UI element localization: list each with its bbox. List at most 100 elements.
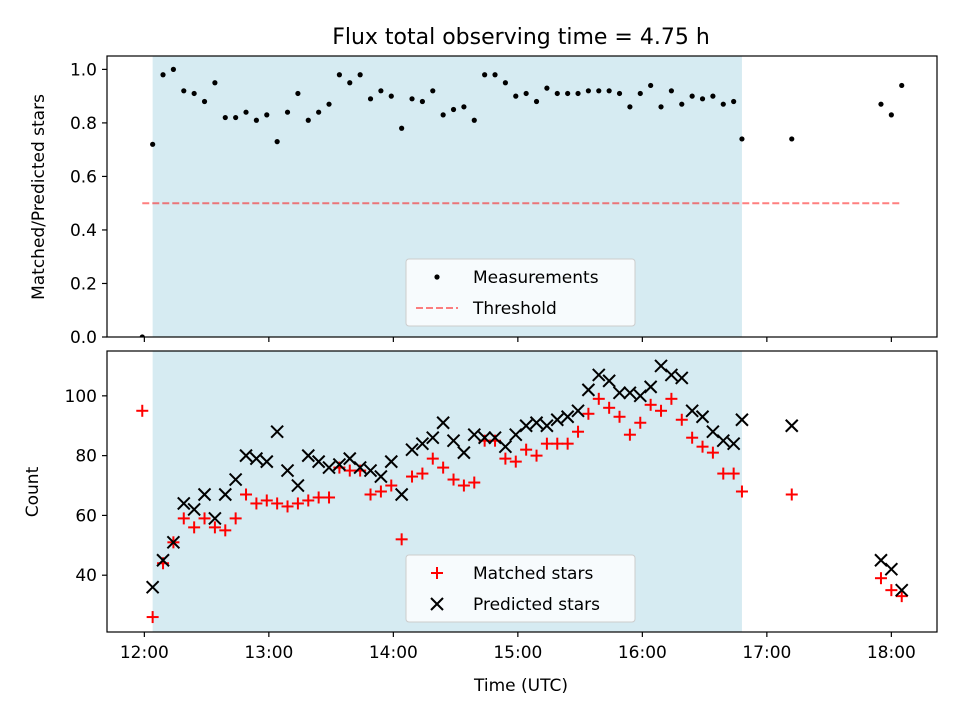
predicted-star-point bbox=[540, 419, 554, 433]
x-stroke-b bbox=[457, 445, 471, 460]
predicted-star-point bbox=[239, 448, 253, 463]
matched-star-point bbox=[634, 416, 647, 429]
measurement-point bbox=[699, 96, 706, 102]
predicted-star-point bbox=[156, 553, 170, 567]
predicted-star-point bbox=[602, 374, 616, 388]
predicted-star-point bbox=[374, 469, 388, 484]
x-stroke-b bbox=[602, 374, 616, 388]
predicted-star-point bbox=[519, 419, 533, 433]
x-tick-label: 14:00 bbox=[369, 643, 418, 663]
y-tick-label: 60 bbox=[75, 506, 97, 526]
measurement-point bbox=[658, 104, 664, 110]
measurement-point bbox=[233, 114, 239, 121]
x-stroke-b bbox=[571, 404, 585, 418]
matched-star-point bbox=[885, 584, 898, 597]
predicted-star-point bbox=[415, 436, 430, 451]
x-stroke-b bbox=[415, 436, 430, 451]
legend-label-matched-stars: Matched stars bbox=[473, 564, 593, 584]
measurement-point bbox=[450, 106, 457, 113]
predicted-star-point bbox=[560, 410, 575, 424]
measurement-point bbox=[689, 93, 695, 99]
x-stroke-b bbox=[895, 583, 909, 597]
predicted-star-point bbox=[477, 430, 492, 445]
matched-star-point bbox=[323, 491, 336, 504]
measurement-point bbox=[554, 90, 560, 97]
measurement-point bbox=[544, 85, 550, 91]
measurement-point bbox=[523, 90, 529, 97]
x-stroke-b bbox=[540, 419, 554, 433]
predicted-star-point bbox=[280, 463, 295, 478]
matched-star-point bbox=[177, 512, 190, 525]
measurement-point bbox=[606, 88, 612, 94]
x-stroke-b bbox=[280, 463, 295, 478]
axes-frame bbox=[106, 55, 938, 338]
matched-star-point bbox=[644, 398, 657, 411]
matched-star-point bbox=[416, 467, 429, 480]
predicted-star-point bbox=[353, 460, 367, 475]
x-stroke-b bbox=[785, 419, 799, 433]
predicted-star-point bbox=[311, 454, 326, 469]
measurement-point bbox=[440, 112, 446, 118]
predicted-star-point bbox=[363, 463, 378, 478]
y-tick-label: 1.0 bbox=[70, 60, 97, 80]
x-stroke-b bbox=[654, 359, 668, 373]
x-stroke-b bbox=[436, 416, 450, 430]
predicted-star-point bbox=[145, 580, 160, 594]
matched-star-point bbox=[717, 467, 730, 480]
predicted-star-point bbox=[581, 383, 596, 397]
x-stroke-b bbox=[874, 553, 888, 567]
measurement-point bbox=[139, 334, 145, 337]
predicted-star-point bbox=[187, 502, 201, 517]
x-stroke-b bbox=[374, 469, 388, 484]
predicted-star-point bbox=[685, 404, 699, 418]
predicted-star-point bbox=[785, 419, 799, 433]
matched-star-point bbox=[240, 488, 253, 501]
x-stroke-b bbox=[197, 487, 212, 502]
x-stroke-b bbox=[363, 463, 378, 478]
measurement-point bbox=[471, 117, 477, 123]
measurement-point bbox=[668, 88, 675, 94]
top-legend: Measurements Threshold bbox=[405, 258, 636, 327]
measurement-point bbox=[585, 88, 592, 94]
predicted-star-point bbox=[716, 433, 730, 448]
x-stroke-b bbox=[218, 487, 232, 502]
predicted-star-point bbox=[446, 433, 461, 448]
predicted-star-point bbox=[384, 454, 398, 469]
x-stroke-b bbox=[343, 451, 357, 466]
x-stroke-b bbox=[332, 457, 347, 472]
x-tick-label: 13:00 bbox=[244, 643, 293, 663]
top-axes: 0.0 0.2 0.4 0.6 0.8 1.0 bbox=[70, 55, 938, 348]
x-stroke-b bbox=[519, 419, 533, 433]
x-stroke-b bbox=[529, 416, 544, 430]
x-stroke-b bbox=[353, 460, 367, 475]
matched-star-point bbox=[250, 497, 263, 510]
matched-star-point bbox=[582, 407, 595, 420]
predicted-star-point bbox=[218, 487, 232, 502]
matched-star-point bbox=[437, 461, 450, 474]
measurement-point bbox=[326, 101, 332, 107]
x-stroke-b bbox=[177, 496, 191, 511]
measurement-point bbox=[253, 117, 259, 123]
bottom-axes: 40 60 80 100 12:00 13:00 14:00 15:00 16:00 17:00 1… bbox=[65, 350, 938, 663]
x-tick-label: 15:00 bbox=[493, 643, 542, 663]
measurement-point bbox=[378, 88, 384, 94]
predicted-star-point bbox=[675, 371, 689, 385]
predicted-star-point bbox=[529, 416, 544, 430]
x-stroke-b bbox=[301, 448, 315, 463]
matched-star-point bbox=[457, 479, 470, 492]
x-stroke-b bbox=[446, 433, 461, 448]
x-stroke-b bbox=[208, 511, 222, 526]
matched-star-point bbox=[675, 413, 688, 426]
measurement-point bbox=[316, 109, 322, 115]
x-tick-label: 16:00 bbox=[618, 643, 667, 663]
matched-star-point bbox=[706, 446, 719, 459]
matched-star-point bbox=[540, 437, 553, 450]
measurement-point bbox=[419, 98, 425, 105]
matched-star-point bbox=[603, 401, 616, 414]
matched-star-point bbox=[613, 410, 626, 423]
matched-star-point bbox=[291, 497, 304, 510]
x-stroke-b bbox=[592, 368, 606, 382]
matched-star-point bbox=[364, 488, 377, 501]
matched-star-point bbox=[229, 512, 242, 525]
